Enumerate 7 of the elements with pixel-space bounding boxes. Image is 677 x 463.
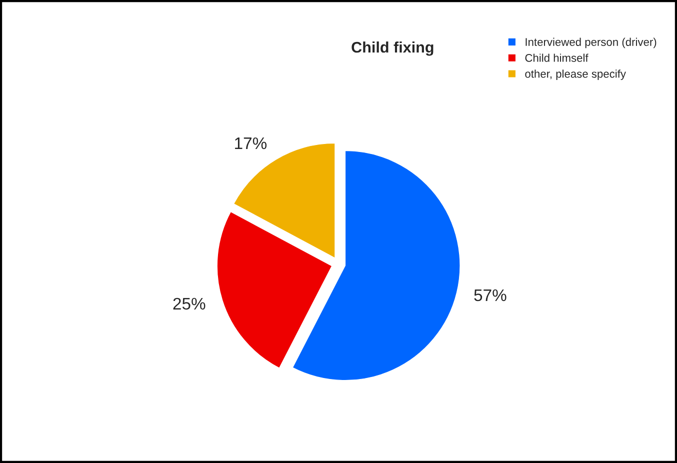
legend-label: Interviewed person (driver) (526, 38, 656, 48)
chart-title: Child fixing (352, 41, 434, 56)
legend-label: other, please specify (525, 70, 626, 80)
data-label: 25% (173, 298, 206, 310)
data-label: 57% (474, 289, 506, 302)
legend-label: Child himself (525, 54, 588, 62)
data-label: 17% (235, 137, 267, 150)
